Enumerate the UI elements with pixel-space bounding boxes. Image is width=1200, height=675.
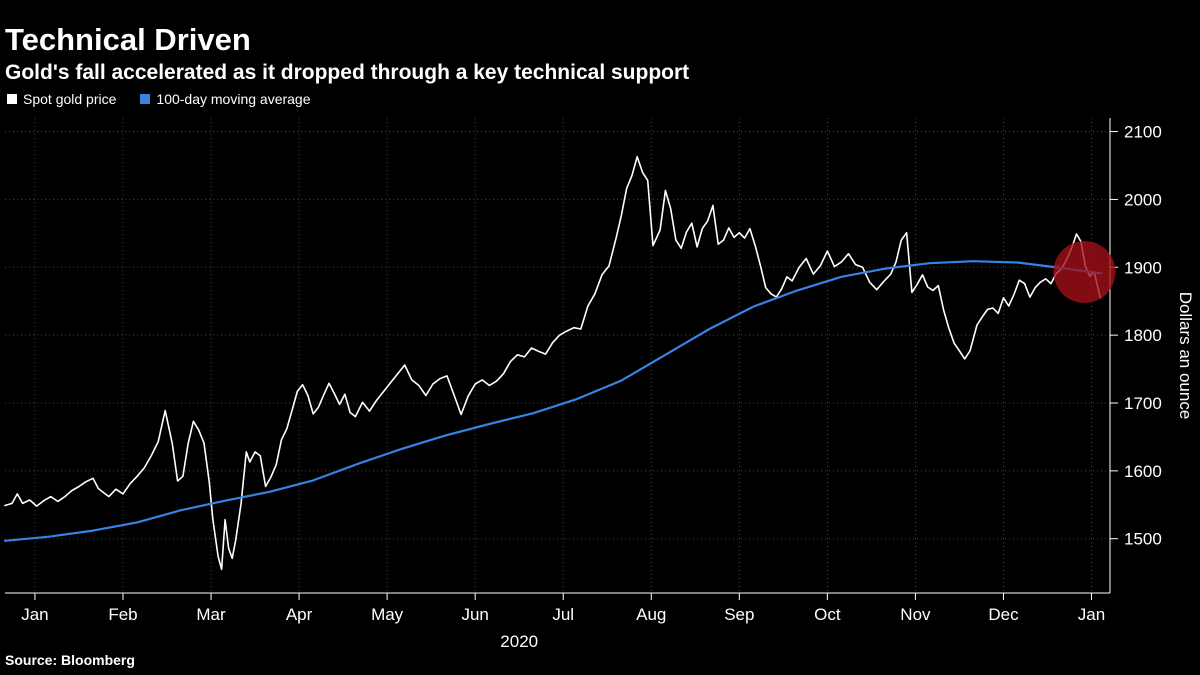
legend-label: 100-day moving average [156,91,311,107]
x-tick-label: Jan [1078,605,1105,624]
x-tick-label: Apr [286,605,313,624]
x-tick-label: Jul [552,605,574,624]
legend-item: Spot gold price [7,91,116,107]
series-line-100-day-moving-average [3,260,1103,542]
y-tick-label: 2000 [1124,190,1162,209]
x-tick-label: Sep [724,605,754,624]
series-line-spot-gold-price [4,155,1102,571]
legend-label: Spot gold price [23,91,117,107]
x-tick-label: Nov [900,605,931,624]
y-tick-label: 2100 [1124,123,1162,142]
y-tick-label: 1800 [1124,326,1162,345]
legend-swatch-icon [140,94,151,104]
y-tick-label: 1500 [1124,530,1162,549]
y-tick-label: 1900 [1124,258,1162,277]
y-tick-label: 1600 [1124,462,1162,481]
legend-item: 100-day moving average [140,91,311,107]
x-tick-label: May [371,605,404,624]
chart-title: Technical Driven [5,21,251,57]
x-tick-label: Oct [814,605,841,624]
legend-swatch-icon [7,94,17,104]
x-year-label: 2020 [500,632,538,651]
chart-subtitle: Gold's fall accelerated as it dropped th… [5,61,690,85]
x-tick-label: Dec [988,605,1019,624]
x-tick-label: Jan [21,605,48,624]
source-attribution: Source: Bloomberg [5,652,135,668]
y-axis-title: Dollars an ounce [1176,292,1195,420]
x-tick-label: Mar [196,605,226,624]
y-tick-label: 1700 [1124,394,1162,413]
x-tick-label: Aug [636,605,666,624]
highlight-circle [1053,241,1116,304]
x-tick-label: Feb [108,605,137,624]
x-tick-label: Jun [461,605,488,624]
legend: Spot gold price 100-day moving average [7,91,311,107]
